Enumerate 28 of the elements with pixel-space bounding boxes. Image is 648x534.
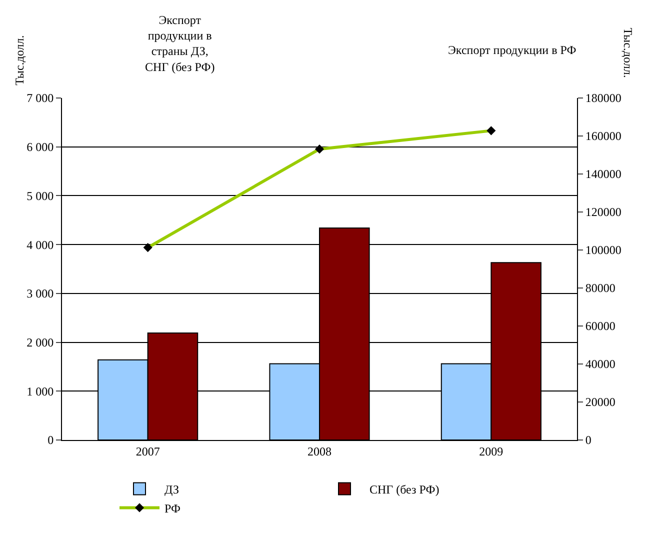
y-tick-label: 3 000 (26, 286, 54, 301)
y-tick-label: 7 000 (26, 91, 54, 106)
y-axis-title: Тыс.долл. (12, 35, 27, 86)
y2-tick-label: 0 (585, 433, 592, 448)
y-tick-label: 4 000 (26, 238, 54, 252)
legend-label: СНГ (без РФ) (370, 482, 440, 496)
y-tick-label: 6 000 (26, 140, 54, 154)
y2-tick-label: 140000 (585, 167, 622, 182)
y2-tick-label: 20000 (585, 395, 616, 410)
y2-axis-title: Тыс.долл. (620, 28, 635, 78)
text: Экспорт продукции в РФ (448, 43, 576, 57)
y2-tick-label: 40000 (585, 357, 616, 372)
y-tick-label: 2 000 (26, 335, 54, 350)
x-tick-label: 2007 (136, 444, 160, 458)
y-tick-label: 1 000 (26, 384, 54, 398)
y2-tick-label: 60000 (585, 319, 616, 334)
y2-tick-label: 160000 (585, 129, 622, 144)
y2-tick-label: 120000 (585, 205, 622, 220)
y-tick-label: 5 000 (26, 188, 54, 203)
x-tick-label: 2009 (479, 444, 504, 458)
x-tick-label: 2008 (308, 444, 332, 458)
legend-label: РФ (164, 501, 180, 516)
y2-tick-label: 100000 (585, 243, 622, 258)
text: Экспорт продукции в страны ДЗ, СНГ (без РФ) (145, 13, 215, 74)
legend-label: ДЗ (164, 482, 179, 496)
y-tick-label: 0 (48, 433, 54, 448)
y2-tick-label: 180000 (585, 91, 622, 106)
y2-tick-label: 80000 (585, 281, 616, 296)
